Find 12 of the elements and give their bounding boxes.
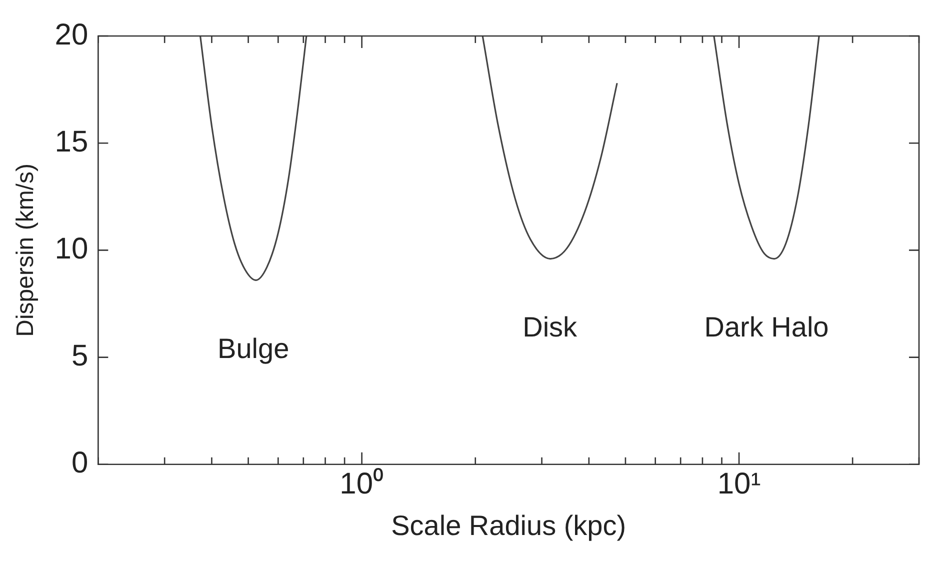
x-tick-label: 10⁰ (340, 468, 384, 501)
y-tick-label: 20 (54, 18, 88, 52)
y-axis-title: Dispersin (km/s) (12, 164, 40, 337)
text: Dark Halo (704, 311, 829, 342)
x-tick-label: 10¹ (717, 468, 761, 501)
text: Bulge (218, 332, 290, 364)
x-axis-title: Scale Radius (kpc) (391, 510, 626, 541)
y-tick-label: 5 (71, 340, 88, 373)
y-tick-label: 0 (71, 446, 88, 480)
text: Disk (522, 311, 578, 342)
y-tick-label: 15 (54, 125, 88, 158)
y-tick-label: 10 (54, 232, 88, 266)
